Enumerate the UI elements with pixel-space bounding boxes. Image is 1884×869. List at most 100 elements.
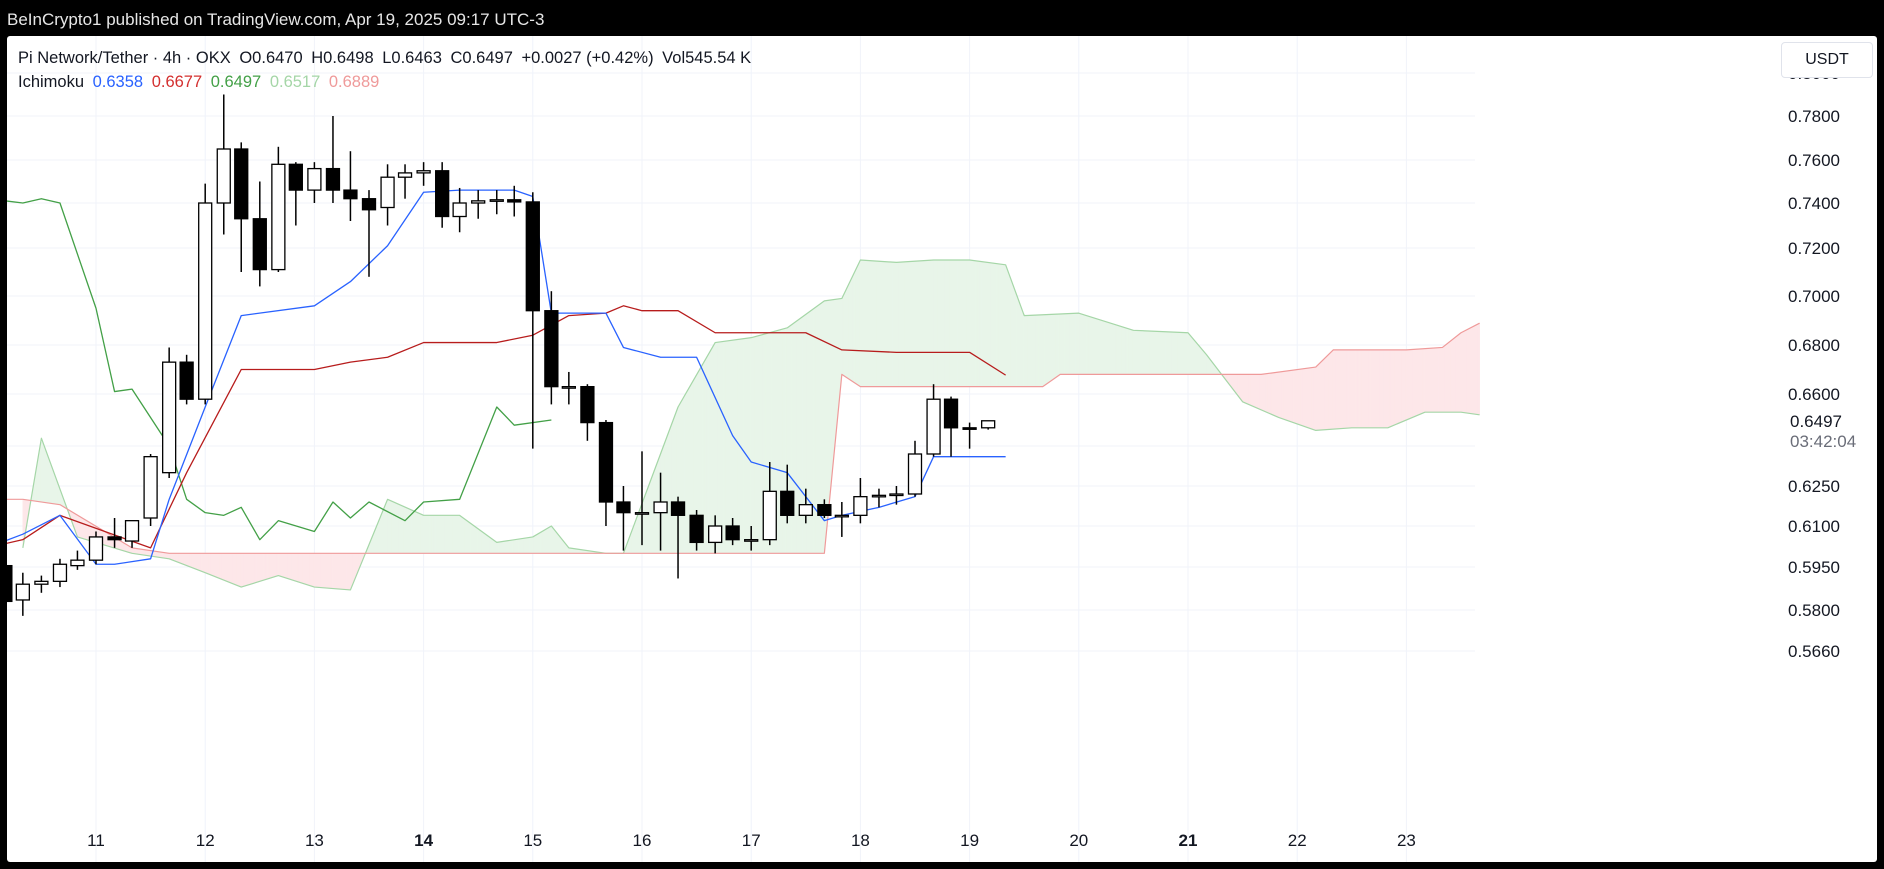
cloud-segment: [330, 553, 334, 589]
symbol-label[interactable]: Pi Network/Tether · 4h · OKX: [18, 49, 231, 67]
cloud-segment: [1049, 314, 1052, 383]
cloud-segment: [520, 538, 524, 554]
cloud-segment: [1413, 348, 1417, 418]
cloud-segment: [1326, 353, 1330, 430]
cloud-segment: [288, 553, 292, 581]
cloud-segment: [957, 259, 961, 387]
cloud-segment: [1195, 341, 1199, 375]
cloud-segment: [430, 515, 434, 554]
cloud-segment: [972, 260, 976, 387]
time-axis-label: 20: [1069, 831, 1088, 850]
cloud-segment: [966, 259, 969, 387]
cloud-segment: [1020, 306, 1024, 387]
cloud-segment: [203, 553, 207, 574]
cloud-segment: [313, 553, 316, 588]
cloud-segment: [343, 553, 347, 590]
cloud-segment: [900, 261, 904, 387]
candle: [325, 116, 341, 203]
cloud-segment: [832, 299, 836, 463]
cloud-segment: [935, 259, 939, 387]
candle-body-down: [817, 504, 832, 516]
ichimoku-lines: [7, 189, 1480, 591]
cloud-segment: [411, 509, 415, 554]
cloud-segment: [1112, 323, 1116, 375]
cloud-segment: [1337, 349, 1341, 430]
candle-body-up: [198, 202, 213, 400]
cloud-segment: [883, 261, 886, 387]
cloud-segment: [944, 259, 947, 387]
cloud-segment: [262, 553, 266, 581]
candle-body-up: [416, 170, 431, 174]
cloud-segment: [258, 553, 262, 583]
cloud-segment: [907, 261, 910, 387]
cloud-segment: [315, 553, 318, 588]
candle-body-down: [525, 201, 540, 312]
cloud-segment: [282, 553, 286, 579]
cloud-segment: [893, 261, 897, 387]
cloud-segment: [280, 553, 284, 578]
price-axis-label: 0.5800: [1788, 601, 1840, 620]
cloud-segment: [1136, 330, 1140, 375]
candle: [435, 162, 450, 228]
cloud-segment: [415, 511, 419, 554]
cloud-segment: [1099, 319, 1103, 375]
cloud-segment: [1145, 330, 1148, 375]
currency-button[interactable]: USDT: [1781, 42, 1873, 78]
cloud-segment: [1118, 325, 1122, 375]
base-line-value: 0.6677: [151, 73, 203, 91]
cloud-segment: [1003, 264, 1006, 387]
cloud-segment: [1391, 349, 1395, 427]
cloud-segment: [990, 262, 993, 387]
cloud-segment: [743, 338, 747, 554]
cloud-segment: [1370, 349, 1373, 429]
cloud-segment: [1156, 331, 1159, 375]
cloud-segment: [527, 537, 530, 554]
cloud-segment: [389, 499, 393, 554]
cloud-segment: [1402, 349, 1406, 422]
cloud-segment: [44, 446, 48, 504]
candlestick-chart[interactable]: 0.80000.78000.76000.74000.72000.70000.68…: [7, 36, 1877, 862]
cloud-segment: [915, 260, 919, 387]
cloud-segment: [341, 553, 345, 590]
candle-body-up: [798, 504, 813, 516]
indicator-name[interactable]: Ichimoku: [18, 73, 85, 91]
cloud-segment: [1389, 349, 1393, 428]
price-axis-label: 0.7000: [1788, 287, 1840, 306]
cloud-segment: [503, 540, 506, 554]
cloud-segment: [1380, 349, 1384, 429]
cloud-segment: [1322, 357, 1325, 431]
cloud-segment: [478, 528, 482, 554]
cloud-segment: [1271, 372, 1275, 416]
candle: [926, 384, 941, 457]
cloud-segment: [828, 299, 832, 508]
cloud-segment: [1201, 348, 1205, 375]
high-value: H0.6498: [311, 49, 374, 67]
cloud-segment: [1295, 369, 1299, 425]
candle: [452, 187, 467, 233]
cloud-segment: [103, 530, 107, 546]
cloud-segment: [1470, 326, 1474, 415]
cloud-segment: [1461, 330, 1465, 414]
time-axis: 11 12 13 14 15 16 17 18 19 20 21 22 23: [87, 831, 1416, 850]
cloud-segment: [1075, 312, 1079, 375]
candle-body-up: [124, 520, 140, 542]
cloud-segment: [1038, 314, 1041, 387]
candle: [762, 462, 777, 546]
cloud-segment: [1267, 372, 1271, 415]
cloud-segment: [223, 553, 227, 582]
cloud-segment: [334, 553, 338, 590]
chart-panel[interactable]: 0.80000.78000.76000.74000.72000.70000.68…: [7, 36, 1877, 862]
cloud-segment: [865, 260, 869, 387]
cloud-segment: [337, 553, 340, 590]
cloud-segment: [754, 335, 757, 554]
cloud-segment: [1332, 349, 1336, 430]
cloud-segment: [1182, 332, 1186, 375]
cloud-segment: [1424, 348, 1428, 413]
candle-body-up: [762, 490, 777, 541]
cloud-segment: [470, 522, 474, 554]
candle: [179, 354, 194, 405]
cloud-segment: [1024, 315, 1028, 387]
cloud-segment: [513, 539, 517, 554]
cloud-segment: [1147, 330, 1151, 375]
cloud-segment: [1258, 374, 1262, 411]
